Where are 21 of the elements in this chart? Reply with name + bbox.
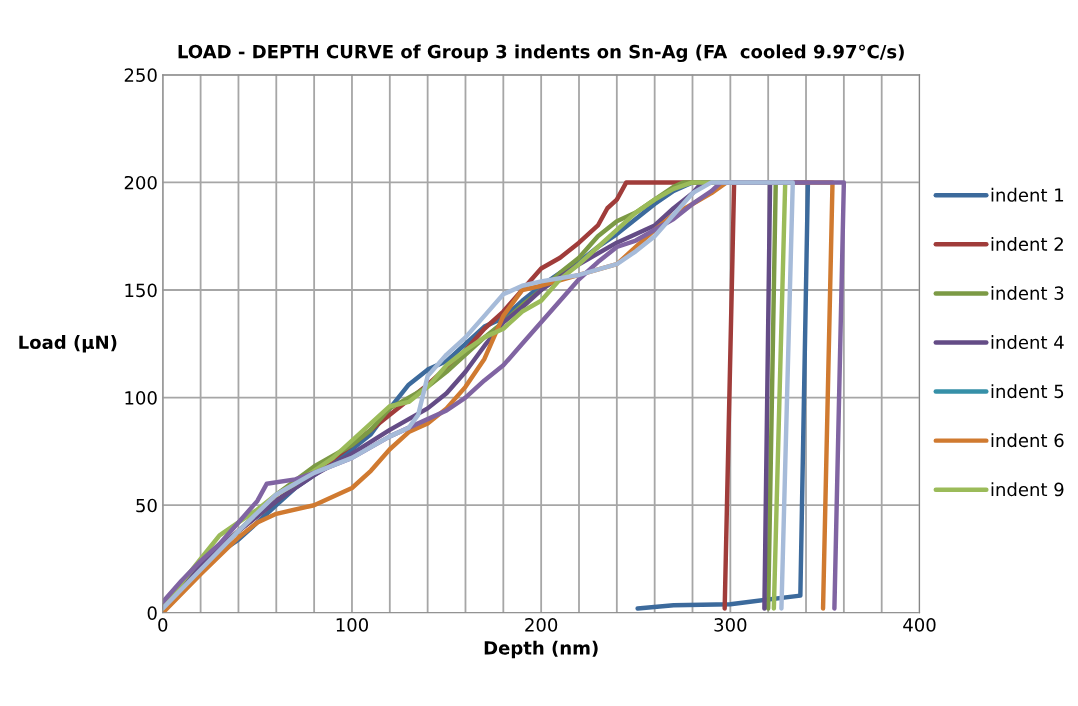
x-tick-label: 100 <box>336 617 368 632</box>
x-tick-label: 200 <box>525 617 558 632</box>
legend-label: indent 9 <box>991 482 1064 497</box>
y-axis-title: Load (µN) <box>19 335 117 353</box>
y-tick-label: 100 <box>125 391 157 405</box>
y-tick-label: 250 <box>124 68 157 82</box>
x-tick-label: 400 <box>903 617 936 632</box>
legend-label: indent 5 <box>991 384 1064 399</box>
legend-label: indent 4 <box>991 335 1064 350</box>
x-axis-title: Depth (nm) <box>484 640 598 659</box>
legend-label: indent 1 <box>991 187 1064 202</box>
legend-label: indent 2 <box>991 236 1063 251</box>
legend-label: indent 3 <box>991 286 1064 300</box>
chart-title: LOAD - DEPTH CURVE of Group 3 indents on Sn-Ag (FA cooled 9.97°C/s) <box>178 44 904 63</box>
y-tick-label: 0 <box>147 606 157 620</box>
x-tick-label: 300 <box>714 617 747 632</box>
y-tick-label: 50 <box>136 498 157 513</box>
y-tick-label: 150 <box>125 283 157 298</box>
y-tick-label: 200 <box>124 175 157 190</box>
x-tick-label: 0 <box>158 617 168 632</box>
legend-label: indent 6 <box>991 433 1064 448</box>
